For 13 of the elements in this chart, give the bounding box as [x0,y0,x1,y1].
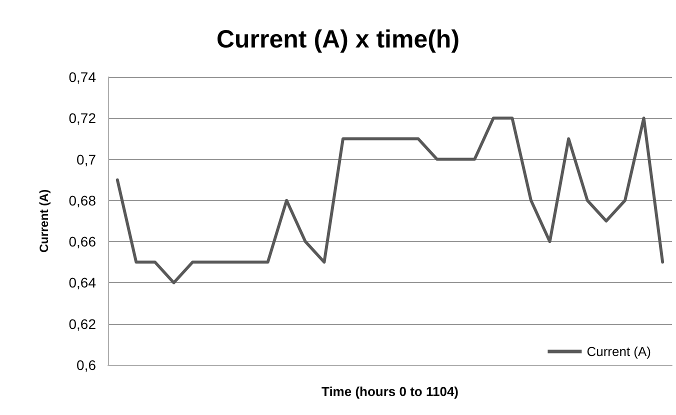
y-tick-label: 0,68 [68,192,96,208]
chart-title: Current (A) x time(h) [216,26,460,54]
y-tick-label: 0,66 [68,234,96,250]
line-series [116,116,664,284]
y-tick-label: 0,74 [68,69,96,85]
y-tick-label: 0,72 [68,110,96,126]
y-tick-label: 0,7 [76,151,96,168]
y-tick-label: 0,62 [68,316,96,332]
x-axis-title: Time (hours 0 to 1104) [321,384,459,399]
y-tick-label: 0,6 [76,357,96,373]
y-tick-label: 0,64 [68,274,96,291]
y-axis-title: Current (A) [37,189,51,253]
legend-label: Current (A) [586,344,652,359]
